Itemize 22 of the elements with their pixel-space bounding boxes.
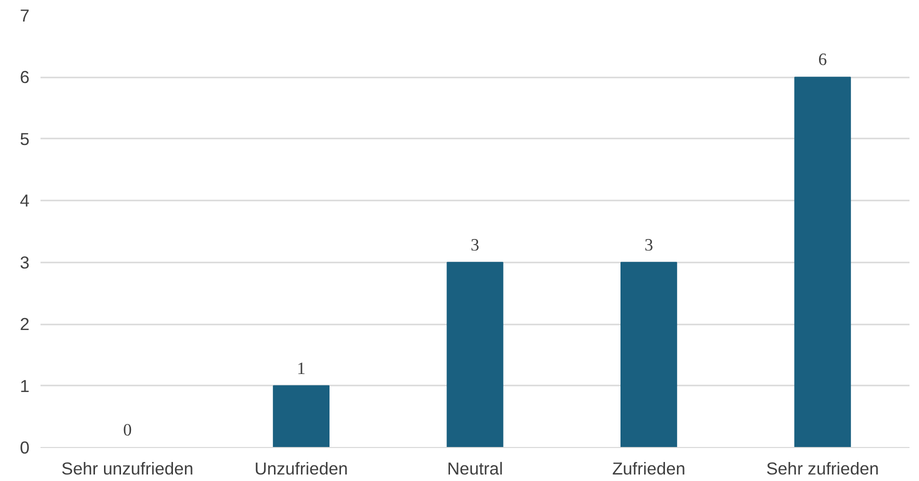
x-tick-label: Neutral — [447, 458, 503, 478]
data-label: 0 — [123, 420, 132, 440]
data-label: 3 — [470, 235, 480, 254]
x-tick-label: Unzufrieden — [254, 458, 348, 478]
x-tick-label: Sehr unzufrieden — [61, 458, 194, 478]
x-tick-label: Zufrieden — [612, 458, 686, 478]
y-tick-label: 4 — [20, 190, 30, 211]
y-tick-label: 6 — [20, 67, 30, 88]
y-tick-label: 2 — [20, 314, 30, 334]
y-tick-label: 3 — [20, 252, 30, 272]
y-tick-label: 0 — [20, 438, 30, 458]
data-label: 3 — [644, 235, 654, 254]
data-label: 6 — [818, 50, 828, 70]
y-tick-label: 5 — [20, 128, 30, 149]
x-tick-label: Sehr zufrieden — [766, 458, 879, 478]
bar — [794, 76, 851, 448]
bar — [272, 385, 330, 448]
y-tick-label: 1 — [20, 376, 30, 396]
y-tick-label: 7 — [20, 6, 30, 26]
bar — [446, 262, 504, 448]
data-label: 1 — [296, 358, 306, 378]
bar — [620, 262, 678, 448]
